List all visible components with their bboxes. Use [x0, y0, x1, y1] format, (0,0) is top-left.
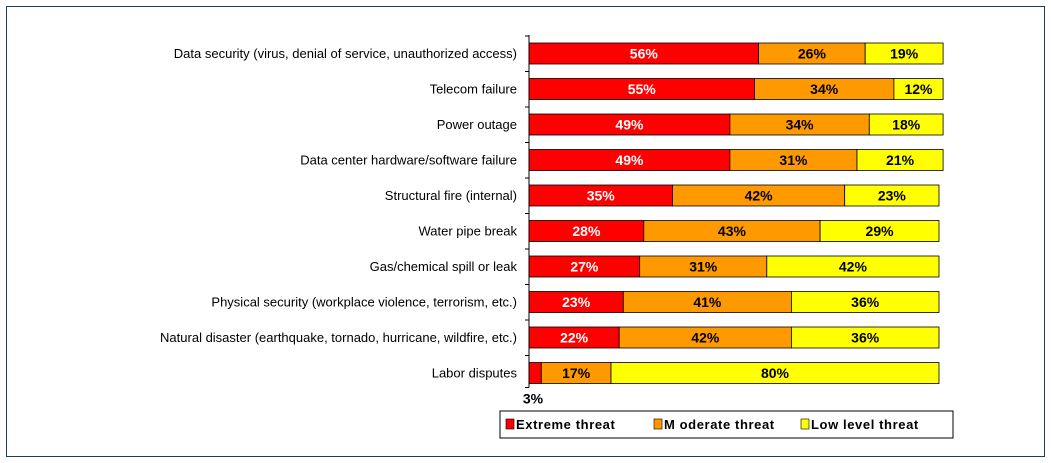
- data-label: 3%: [523, 391, 544, 407]
- data-label: 56%: [630, 46, 659, 62]
- data-label: 28%: [572, 223, 601, 239]
- legend-swatch: [800, 418, 810, 430]
- legend-swatch: [505, 418, 515, 430]
- legend-swatch: [653, 418, 663, 430]
- data-label: 27%: [570, 259, 599, 275]
- bar-segment: [528, 362, 542, 384]
- data-label: 22%: [560, 330, 589, 346]
- category-label: Natural disaster (earthquake, tornado, h…: [160, 330, 517, 345]
- category-label: Data center hardware/software failure: [300, 153, 517, 168]
- data-label: 23%: [878, 188, 907, 204]
- data-label: 42%: [691, 330, 720, 346]
- data-label: 36%: [851, 330, 880, 346]
- bar-segment: [791, 291, 940, 313]
- category-label: Water pipe break: [418, 224, 517, 239]
- data-label: 80%: [761, 365, 790, 381]
- category-label: Telecom failure: [430, 82, 517, 97]
- data-label: 41%: [693, 294, 722, 310]
- data-label: 35%: [587, 188, 616, 204]
- category-label: Gas/chemical spill or leak: [370, 259, 518, 274]
- bar-segment: [868, 113, 944, 136]
- bar-segment: [856, 149, 944, 171]
- data-label: 42%: [839, 259, 868, 275]
- bar-segment: [791, 326, 940, 349]
- bar-segment: [819, 220, 940, 242]
- data-label: 17%: [562, 365, 591, 381]
- legend-label: M oderate threat: [664, 417, 775, 432]
- legend-label: Extreme threat: [516, 417, 616, 432]
- data-label: 23%: [562, 294, 591, 310]
- category-label: Labor disputes: [432, 366, 518, 381]
- data-label: 34%: [810, 81, 839, 97]
- bar-segment: [864, 42, 944, 65]
- data-label: 34%: [786, 117, 815, 133]
- data-label: 42%: [745, 188, 774, 204]
- data-label: 49%: [615, 152, 644, 168]
- bar-segment: [893, 78, 944, 100]
- category-label: Physical security (workplace violence, t…: [211, 295, 517, 310]
- data-label: 31%: [779, 152, 808, 168]
- data-label: 55%: [628, 81, 657, 97]
- category-label: Power outage: [437, 117, 517, 132]
- bar-segment: [844, 184, 940, 207]
- data-label: 36%: [851, 294, 880, 310]
- data-label: 29%: [866, 223, 895, 239]
- data-label: 21%: [886, 152, 915, 168]
- bar-segment: [610, 362, 940, 384]
- data-label: 43%: [718, 223, 747, 239]
- data-label: 49%: [615, 117, 644, 133]
- data-label: 26%: [798, 46, 827, 62]
- legend-label: Low level threat: [811, 417, 919, 432]
- category-label: Structural fire (internal): [385, 188, 517, 203]
- data-label: 19%: [890, 46, 919, 62]
- data-label: 18%: [892, 117, 921, 133]
- data-label: 31%: [689, 259, 718, 275]
- category-label: Data security (virus, denial of service,…: [174, 46, 517, 61]
- data-label: 12%: [904, 81, 933, 97]
- legend-box: [499, 410, 954, 439]
- bar-segment: [766, 255, 940, 278]
